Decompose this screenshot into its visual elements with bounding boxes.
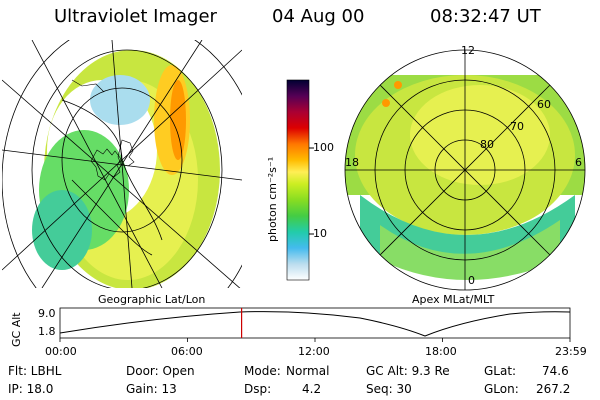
status-door: Door: Open (126, 364, 195, 378)
status-gc-alt: GC Alt: 9.3 Re (366, 364, 450, 378)
lat-ring-80: 80 (480, 138, 494, 151)
status-mode-label: Mode: (244, 364, 281, 378)
status-dsp-label: Dsp: (244, 382, 272, 396)
status-filter: Flt: LBHL (8, 364, 62, 378)
colorbar (286, 79, 314, 281)
mlt-label-12: 12 (461, 44, 475, 57)
altitude-tick-low: 1.8 (38, 325, 56, 338)
status-dsp-value: 4.2 (302, 382, 322, 396)
altitude-plot (59, 307, 571, 342)
status-mode-value: Normal (286, 364, 330, 378)
status-ip: IP: 18.0 (8, 382, 54, 396)
time-tick-0600: 06:00 (171, 345, 203, 358)
colorbar-unit-label: photon cm⁻²s⁻¹ (266, 156, 279, 242)
mlt-label-6: 6 (575, 156, 582, 169)
colorbar-tick-100: 100 (313, 141, 334, 154)
instrument-title: Ultraviolet Imager (54, 6, 217, 27)
status-glat-value: 74.6 (542, 364, 569, 378)
time-tick-0000: 00:00 (45, 345, 77, 358)
date-label: 04 Aug 00 (272, 6, 365, 27)
mlt-label-0: 0 (468, 274, 475, 287)
lat-ring-70: 70 (510, 120, 524, 133)
status-seq: Seq: 30 (366, 382, 412, 396)
status-gain: Gain: 13 (126, 382, 177, 396)
time-tick-1800: 18:00 (425, 345, 457, 358)
lat-ring-60: 60 (537, 98, 551, 111)
status-glon-value: 267.2 (536, 382, 571, 396)
mlt-label-18: 18 (345, 156, 359, 169)
altitude-y-title: GC Alt (10, 312, 23, 347)
altitude-tick-high: 9.0 (38, 307, 56, 320)
colorbar-tick-10: 10 (313, 227, 327, 240)
status-glat-label: GLat: (484, 364, 517, 378)
geographic-label: Geographic Lat/Lon (98, 293, 206, 306)
geographic-image (2, 40, 242, 288)
time-tick-2359: 23:59 (555, 345, 587, 358)
status-glon-label: GLon: (484, 382, 519, 396)
apex-polar-plot (344, 49, 586, 291)
apex-label: Apex MLat/MLT (412, 293, 495, 306)
time-label: 08:32:47 UT (430, 6, 541, 27)
time-tick-1200: 12:00 (298, 345, 330, 358)
